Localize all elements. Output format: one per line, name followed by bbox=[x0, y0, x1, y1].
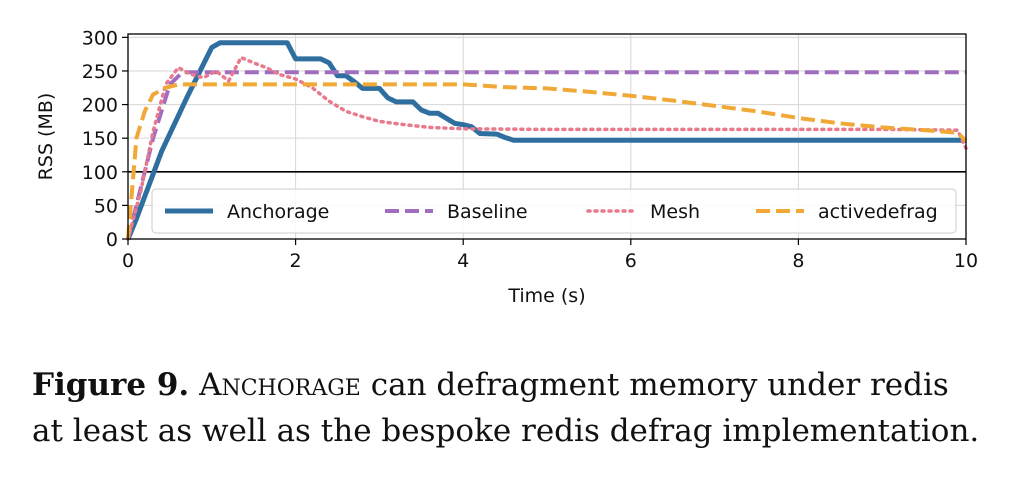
y-tick-label: 100 bbox=[82, 162, 118, 184]
y-tick-label: 50 bbox=[94, 195, 118, 217]
x-axis-label: Time (s) bbox=[507, 285, 585, 307]
x-tick-label: 6 bbox=[625, 250, 637, 272]
legend-label-mesh: Mesh bbox=[650, 201, 700, 223]
y-tick-label: 150 bbox=[82, 128, 118, 150]
series-line-mesh bbox=[126, 55, 968, 241]
caption-text-line2: at least as well as the bespoke redis de… bbox=[32, 413, 980, 449]
caption-text-line1: can defragment memory under redis bbox=[370, 367, 949, 403]
y-tick-label: 250 bbox=[82, 61, 118, 83]
caption-system-name: Anchorage bbox=[199, 367, 361, 403]
x-axis-ticks: 0 2 4 6 8 10 bbox=[122, 239, 978, 272]
plot-frame bbox=[127, 33, 967, 240]
legend-label-baseline: Baseline bbox=[447, 201, 528, 223]
legend-label-activedefrag: activedefrag bbox=[818, 201, 938, 223]
y-tick-label: 0 bbox=[106, 229, 118, 251]
series-line-activedefrag bbox=[126, 82, 968, 240]
legend-box bbox=[151, 188, 957, 234]
x-tick-label: 8 bbox=[792, 250, 804, 272]
rss-over-time-chart: 0 2 4 6 8 10 0 50 100 150 200 250 300 Time (s) RSS … bbox=[35, 27, 978, 307]
figure-label: Figure 9. bbox=[32, 367, 190, 403]
y-axis-label: RSS (MB) bbox=[35, 93, 57, 181]
x-tick-label: 10 bbox=[954, 250, 978, 272]
y-tick-label: 300 bbox=[82, 27, 118, 49]
x-tick-label: 0 bbox=[122, 250, 134, 272]
y-axis-ticks: 0 50 100 150 200 250 300 bbox=[82, 27, 128, 251]
chart-series-group bbox=[125, 40, 968, 241]
series-line-baseline bbox=[126, 70, 966, 240]
x-tick-label: 4 bbox=[457, 250, 469, 272]
legend-label-anchorage: Anchorage bbox=[227, 201, 329, 223]
x-tick-label: 2 bbox=[290, 250, 302, 272]
figure-caption: Figure 9. Anchorage can defragment memor… bbox=[32, 362, 1022, 454]
y-tick-label: 200 bbox=[82, 95, 118, 117]
chart-legend: Anchorage Baseline Mesh activedefrag bbox=[151, 188, 957, 234]
